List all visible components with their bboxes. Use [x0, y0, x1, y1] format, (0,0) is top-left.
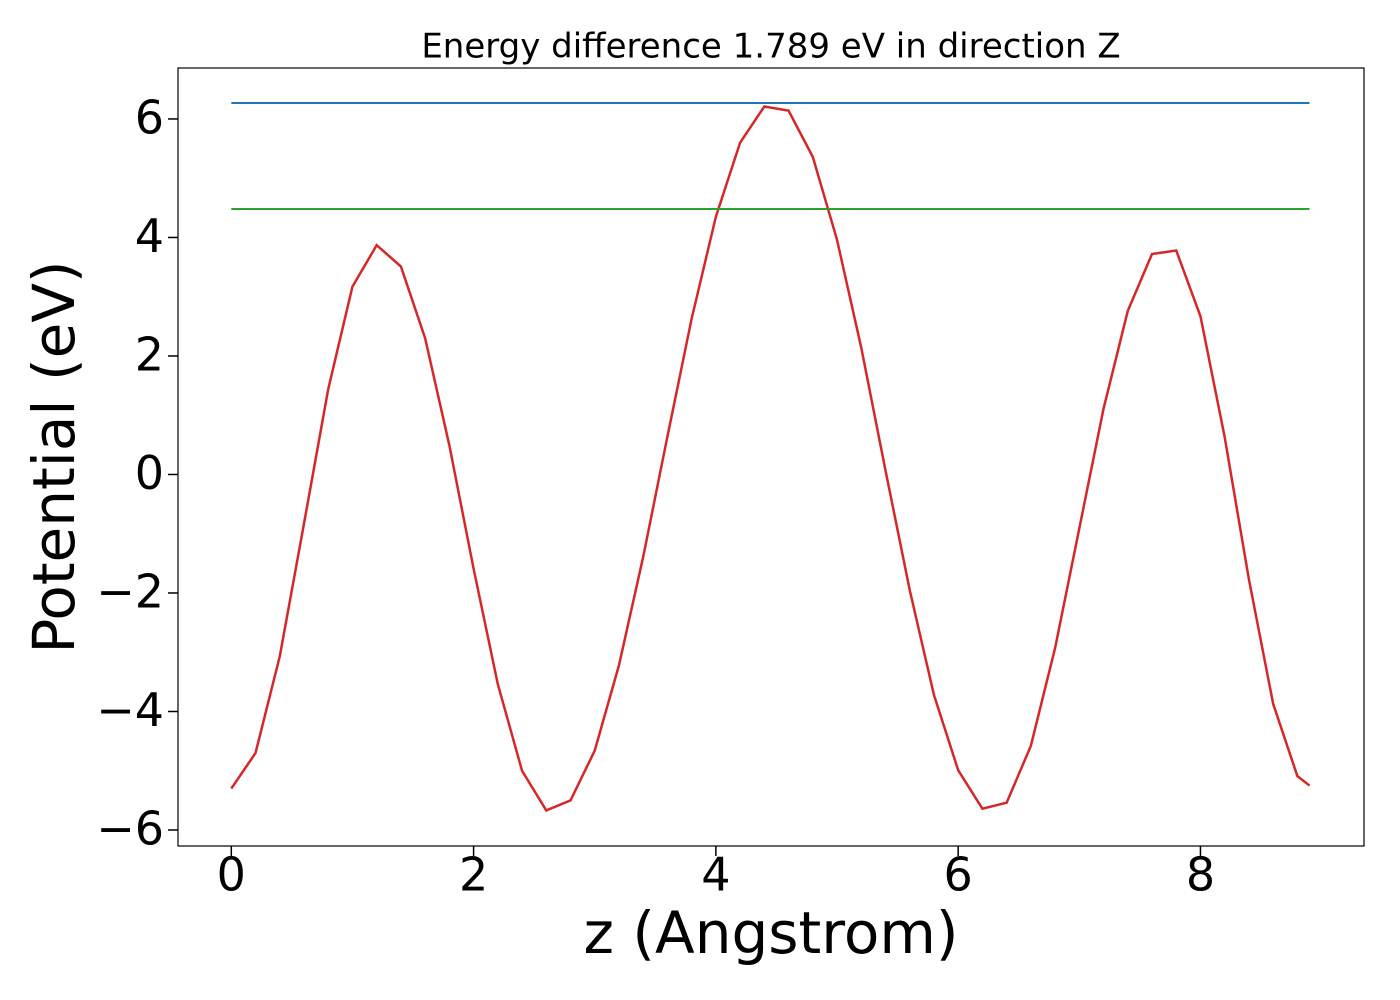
y-tick-label: 2	[135, 327, 164, 381]
plot-frame	[177, 67, 1365, 847]
y-tick-label: 4	[135, 209, 164, 263]
y-tick-label: −4	[96, 683, 164, 737]
y-tick-label: 6	[135, 90, 164, 144]
x-tick-label: 0	[217, 848, 246, 902]
y-tick-label: −2	[96, 564, 164, 618]
y-tick-label: 0	[135, 446, 164, 500]
x-tick-label: 4	[701, 848, 730, 902]
chart-title: Energy difference 1.789 eV in direction …	[421, 27, 1120, 67]
y-tick-label: −6	[96, 802, 164, 856]
x-axis-label: z (Angstrom)	[584, 899, 959, 967]
x-tick-label: 2	[459, 848, 488, 902]
x-tick-label: 8	[1186, 848, 1215, 902]
x-tick-label: 6	[944, 848, 973, 902]
y-axis-label: Potential (eV)	[20, 260, 88, 653]
line-series	[230, 105, 1311, 813]
